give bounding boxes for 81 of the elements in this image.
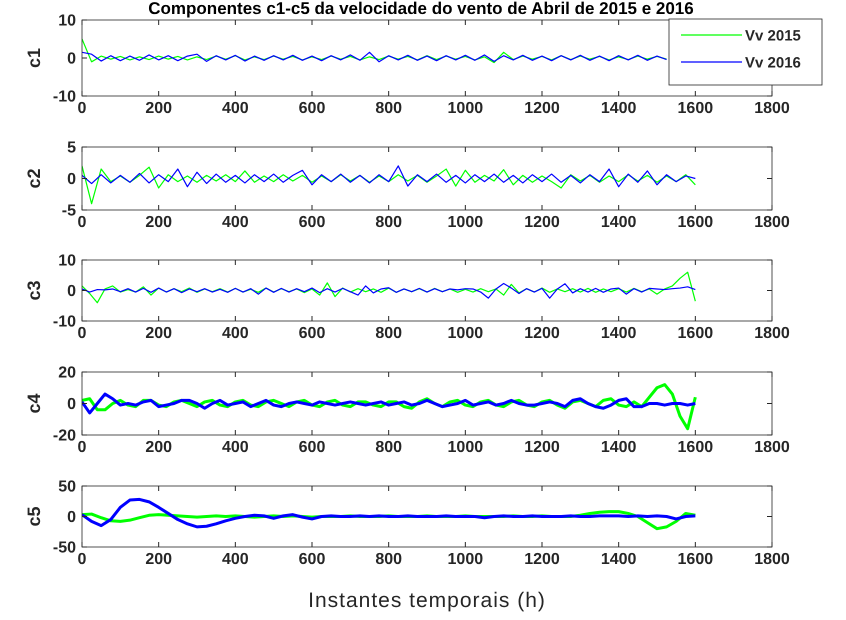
line-series <box>82 392 697 414</box>
x-tick-label: 600 <box>298 214 326 231</box>
y-tick-label: -5 <box>62 202 76 220</box>
y-tick-label: 20 <box>58 364 76 382</box>
line-series <box>82 165 696 204</box>
x-tick-label: 800 <box>375 100 402 117</box>
x-tick-label: 1400 <box>600 551 637 568</box>
x-tick-label: 200 <box>145 214 172 231</box>
x-tick-label: 200 <box>145 551 172 568</box>
x-tick-label: 1800 <box>754 439 790 456</box>
y-axis-title: c3 <box>24 280 44 301</box>
y-tick-label: 5 <box>67 140 76 157</box>
legend-label: Vv 2015 <box>745 27 801 44</box>
x-tick-label: 0 <box>78 551 87 568</box>
x-tick-label: 1800 <box>754 214 790 231</box>
x-tick-label: 1000 <box>448 214 484 231</box>
y-axis-title: c1 <box>24 48 44 68</box>
x-tick-label: 1200 <box>524 100 560 117</box>
y-tick-label: -20 <box>52 428 76 445</box>
line-series <box>82 282 696 299</box>
x-tick-label: 1800 <box>754 551 790 568</box>
x-tick-label: 0 <box>78 439 87 456</box>
x-tick-label: 0 <box>78 325 87 342</box>
x-tick-label: 1600 <box>678 551 714 568</box>
x-tick-label: 400 <box>222 551 249 568</box>
x-tick-label: 1400 <box>600 214 637 231</box>
line-series <box>82 52 668 62</box>
x-tick-label: 400 <box>222 100 249 117</box>
y-tick-label: 0 <box>67 283 76 300</box>
x-tick-label: 600 <box>298 325 326 342</box>
x-tick-label: 1200 <box>524 439 560 456</box>
x-axis-title: Instantes temporais (h) <box>308 589 546 612</box>
legend-label: Vv 2016 <box>745 54 801 72</box>
y-tick-label: 0 <box>67 171 76 188</box>
x-tick-label: 1200 <box>524 214 560 231</box>
y-tick-label: 0 <box>67 509 76 526</box>
x-tick-label: 200 <box>145 325 172 342</box>
x-tick-label: 1400 <box>600 100 637 117</box>
x-tick-label: 1000 <box>448 325 484 342</box>
x-tick-label: 600 <box>298 439 326 456</box>
x-tick-label: 400 <box>222 214 249 231</box>
chart-title: Componentes c1-c5 da velocidade do vento de Abril de 2015 e 2016 <box>148 0 694 18</box>
y-tick-label: 0 <box>67 396 76 414</box>
x-tick-label: 0 <box>78 214 87 231</box>
y-tick-label: 50 <box>58 478 76 496</box>
x-tick-label: 800 <box>375 551 402 568</box>
x-tick-label: 1400 <box>600 439 637 456</box>
x-tick-label: 1600 <box>678 100 714 117</box>
x-tick-label: 1200 <box>524 325 560 342</box>
y-tick-label: -50 <box>52 540 76 557</box>
x-tick-label: 200 <box>145 100 172 117</box>
x-tick-label: 1000 <box>448 439 484 456</box>
y-tick-label: 10 <box>58 252 76 270</box>
y-tick-label: -10 <box>52 314 76 331</box>
x-tick-label: 800 <box>375 325 402 342</box>
x-tick-label: 0 <box>78 100 87 117</box>
y-axis-title: c4 <box>24 393 44 414</box>
y-axis-title: c2 <box>24 168 44 189</box>
line-series <box>82 38 668 64</box>
line-series <box>82 165 696 188</box>
line-series <box>82 498 697 528</box>
y-tick-label: 10 <box>58 12 76 30</box>
x-tick-label: 200 <box>145 439 172 456</box>
x-tick-label: 600 <box>298 551 326 568</box>
x-tick-label: 1400 <box>600 325 637 342</box>
x-tick-label: 800 <box>375 214 402 231</box>
x-tick-label: 1000 <box>448 100 484 117</box>
x-tick-label: 1600 <box>678 214 714 231</box>
x-tick-label: 1800 <box>754 325 790 342</box>
x-tick-label: 800 <box>375 439 402 456</box>
y-tick-label: -10 <box>52 88 76 106</box>
x-tick-label: 1600 <box>678 325 714 342</box>
x-tick-label: 400 <box>222 439 249 456</box>
x-tick-label: 1200 <box>524 551 560 568</box>
y-tick-label: 0 <box>67 50 76 68</box>
y-axis-title: c5 <box>24 506 44 527</box>
x-tick-label: 1600 <box>678 439 714 456</box>
x-tick-label: 600 <box>298 100 326 117</box>
x-tick-label: 1800 <box>754 100 790 117</box>
x-tick-label: 1000 <box>448 551 484 568</box>
x-tick-label: 400 <box>222 325 249 342</box>
